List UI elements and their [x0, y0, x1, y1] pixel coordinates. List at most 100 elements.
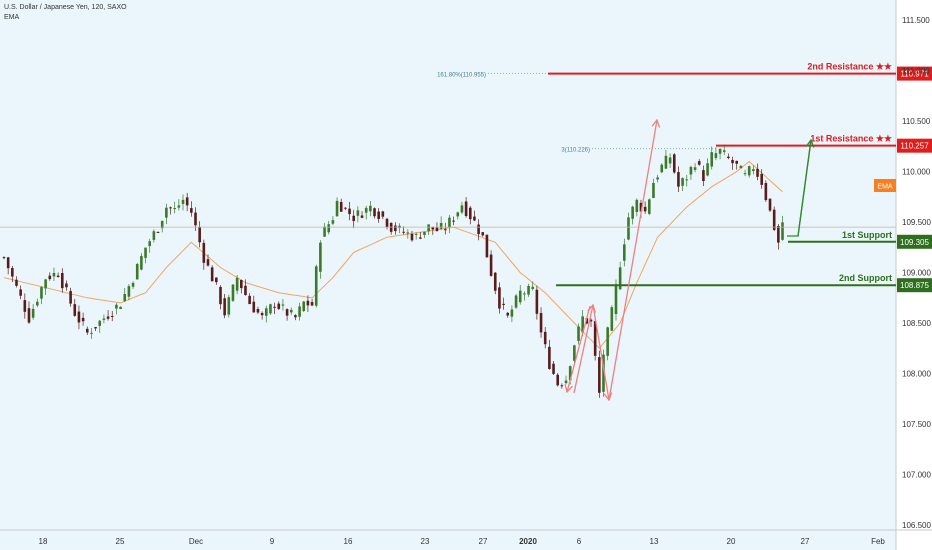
candle-body [448, 217, 451, 228]
candle-body [27, 308, 31, 323]
candle-body [356, 210, 360, 216]
candle-body [173, 208, 176, 210]
candle-body [77, 311, 81, 323]
candle-body [323, 226, 326, 237]
candle-body [169, 207, 172, 209]
candle-body [581, 316, 584, 333]
candle-body [656, 177, 659, 180]
bearish-arrow-head [564, 384, 573, 394]
time-tick-label: 13 [650, 537, 659, 546]
candle-body [369, 205, 372, 212]
candle-body [135, 264, 139, 280]
candle-body [668, 157, 672, 164]
candle-body [256, 309, 260, 313]
levels-layer: 2nd Resistance ★★ 110.971 1st Resistance ★… [0, 62, 932, 293]
candle-body [573, 345, 576, 361]
price-tick-label: 110.500 [902, 117, 931, 126]
candle-body [156, 231, 160, 233]
candle-body [198, 227, 201, 243]
fib-label: 161.80%(110.955) [437, 73, 486, 79]
candle-body [244, 285, 247, 295]
candle-body [194, 212, 197, 226]
candle-body [493, 272, 497, 291]
time-tick-label: Dec [189, 537, 203, 546]
candle-body [219, 286, 222, 305]
candle-body [231, 284, 235, 301]
time-tick-label: 25 [116, 537, 125, 546]
bullish-arrow [573, 304, 594, 394]
candle-body [215, 277, 218, 283]
candle-body [131, 282, 135, 287]
candle-body [427, 224, 430, 232]
candle-body [331, 220, 335, 224]
candle-body [394, 225, 397, 232]
level-name: 1st Support [842, 230, 892, 240]
candle-body [689, 166, 693, 175]
time-axis[interactable]: 18 25 Dec 9 16 23 27 2020 6 13 20 27 Feb [39, 537, 886, 546]
candle-body [81, 317, 85, 322]
candle-body [693, 167, 697, 170]
candle-body [739, 165, 743, 169]
candle-body [614, 284, 618, 315]
candle-body [564, 380, 568, 384]
level-price-label: 109.305 [900, 238, 929, 247]
candle-body [456, 212, 460, 217]
fib-label: 3(110.226) [561, 148, 590, 154]
candle-body [410, 233, 414, 241]
candle-body [285, 309, 289, 316]
candle-body [210, 267, 214, 282]
candle-body [706, 163, 709, 176]
candle-body [269, 304, 272, 314]
level-price-label: 110.257 [900, 142, 929, 151]
candle-body [19, 289, 22, 296]
candle-body [539, 312, 543, 333]
level-price-badge [897, 138, 932, 153]
candle-body [31, 308, 35, 318]
candle-body [610, 307, 614, 331]
candle-body [115, 304, 118, 309]
candle-body [510, 309, 514, 317]
candle-body [514, 295, 518, 308]
candle-body [460, 205, 464, 213]
time-tick-label: 16 [344, 537, 353, 546]
candle-body [264, 308, 268, 316]
candle-body [618, 267, 622, 290]
candle-body [627, 217, 630, 240]
candle-body [543, 331, 547, 345]
candle-body [65, 283, 68, 288]
candle-body [90, 332, 93, 334]
candle-body [252, 301, 256, 313]
candle-body [548, 346, 551, 369]
candle-body [718, 148, 722, 154]
candle-body [306, 300, 310, 306]
price-axis[interactable]: 111.500 111.000 110.500 110.000 109.500 109.0… [902, 16, 931, 530]
level-name: 1st Resistance ★★ [810, 134, 893, 144]
price-tick-label: 107.500 [902, 420, 931, 429]
ema-badge-label: EMA [877, 184, 893, 191]
candle-body [752, 169, 755, 172]
candle-body [110, 315, 114, 317]
level-price-label: 110.971 [900, 70, 929, 79]
candle-body [177, 205, 181, 208]
candle-body [106, 316, 110, 319]
price-tick-label: 108.500 [902, 319, 931, 328]
candle-body [123, 293, 127, 302]
candle-body [52, 273, 56, 277]
candle-body [727, 156, 730, 159]
candle-body [685, 179, 689, 181]
candle-body [777, 226, 780, 243]
candle-body [339, 201, 343, 212]
candle-body [672, 154, 676, 173]
candle-body [85, 328, 89, 333]
candle-body [190, 208, 193, 213]
candle-body [710, 152, 714, 167]
candle-body [552, 363, 555, 374]
candle-body [206, 259, 210, 266]
candle-body [335, 200, 339, 217]
candle-body [772, 209, 776, 230]
symbol-title: U.S. Dollar / Japanese Yen, 120, SAXO [4, 4, 127, 11]
candle-body [140, 255, 143, 270]
candle-body [568, 366, 572, 381]
candle-body [165, 207, 168, 218]
